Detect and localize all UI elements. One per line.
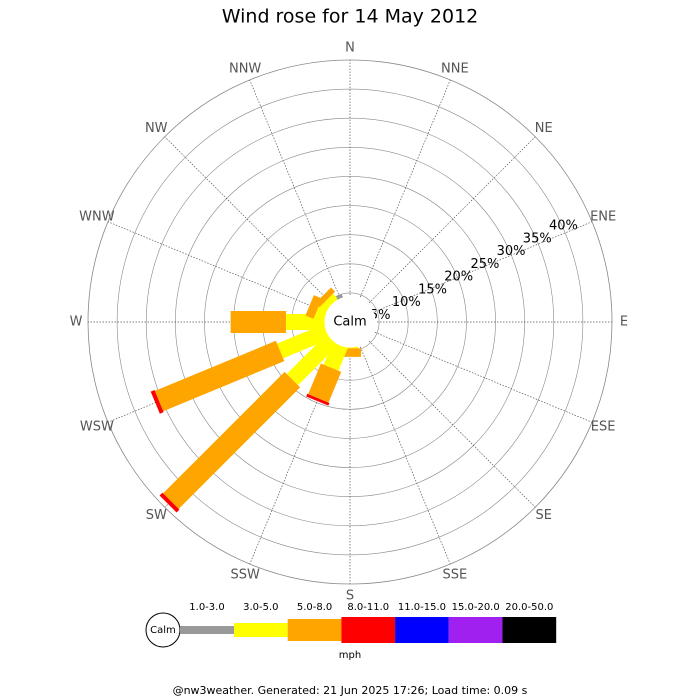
direction-label: N (345, 41, 355, 56)
r-tick-label: 30% (497, 244, 526, 259)
calm-label: Calm (333, 315, 366, 330)
direction-label: E (620, 315, 628, 330)
legend-swatch (448, 617, 503, 643)
direction-label: NE (535, 121, 553, 136)
r-tick-label: 25% (470, 257, 499, 272)
footer: @nw3weather. Generated: 21 Jun 2025 17:2… (173, 684, 528, 697)
legend-swatch (234, 623, 288, 637)
legend-label: 1.0-3.0 (189, 602, 224, 613)
wind-bar (230, 311, 286, 333)
legend-label: 8.0-11.0 (347, 602, 389, 613)
r-tick-label: 15% (418, 282, 447, 297)
r-tick-label: 35% (523, 231, 552, 246)
wind-bar (315, 287, 336, 308)
grid-ring (116, 88, 584, 556)
wind-bar (163, 371, 301, 509)
wind-bar (306, 393, 330, 406)
legend-swatch (341, 617, 396, 643)
direction-label: S (346, 589, 354, 604)
r-tick-label: 10% (392, 295, 421, 310)
legend-label: 20.0-50.0 (505, 602, 553, 613)
direction-label: NW (145, 121, 168, 136)
wind-bar (150, 390, 164, 414)
r-tick-label: 40% (549, 219, 578, 234)
legend-swatch (395, 617, 449, 643)
calm-circle (324, 296, 376, 348)
direction-label: ESE (591, 419, 616, 434)
legend-swatch (180, 626, 234, 634)
legend-label: 5.0-8.0 (297, 602, 332, 613)
legend-calm-label: Calm (150, 625, 176, 636)
direction-label: ENE (590, 210, 616, 225)
direction-label: WSW (80, 419, 114, 434)
chart-title: Wind rose for 14 May 2012 (222, 6, 479, 28)
direction-label: SE (536, 508, 552, 523)
wind-bar (308, 363, 342, 403)
wind-bar (154, 340, 285, 412)
legend-swatch (502, 617, 557, 643)
direction-label: NNE (441, 61, 469, 76)
direction-label: SW (146, 508, 167, 523)
grid-ring (145, 117, 555, 527)
direction-label: SSE (442, 568, 467, 583)
legend-unit: mph (339, 650, 361, 661)
direction-label: SSW (230, 568, 260, 583)
legend-swatch (287, 619, 342, 641)
legend-label: 15.0-20.0 (452, 602, 500, 613)
legend-label: 3.0-5.0 (243, 602, 278, 613)
direction-label: W (70, 315, 83, 330)
legend-label: 11.0-15.0 (398, 602, 446, 613)
wind-bar (159, 492, 180, 513)
direction-label: WNW (79, 210, 115, 225)
direction-label: NNW (229, 61, 261, 76)
grid-ring (204, 176, 496, 468)
